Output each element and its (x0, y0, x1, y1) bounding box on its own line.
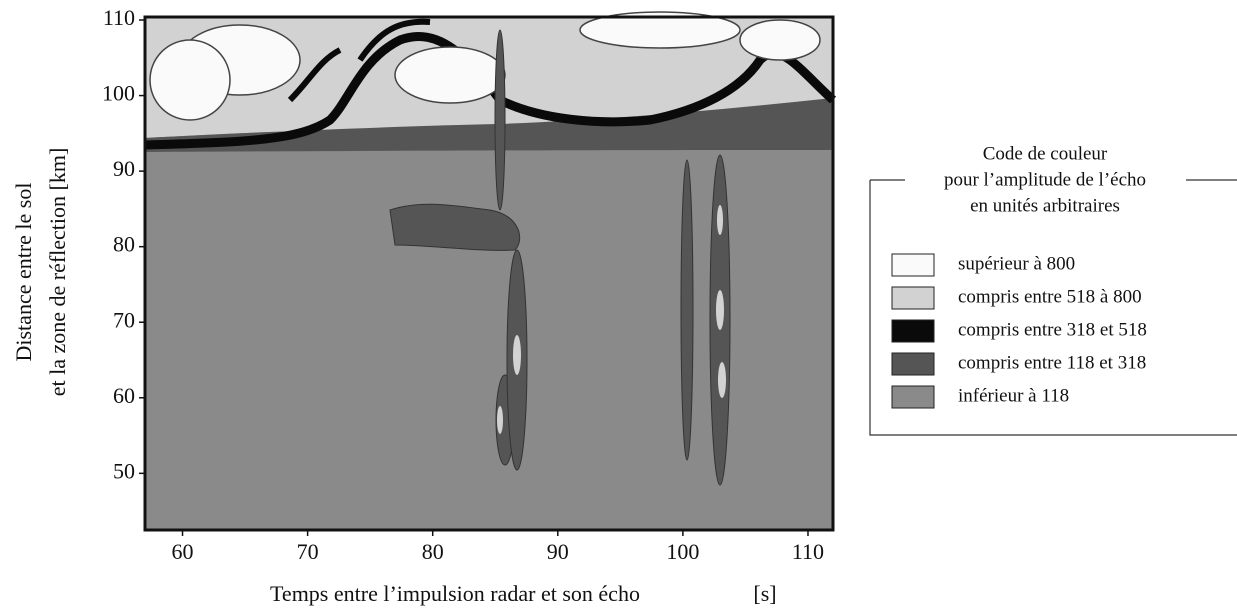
region (513, 335, 521, 375)
y-tick-label: 80 (113, 232, 135, 257)
x-axis-unit: [s] (753, 581, 776, 606)
plot-frame (143, 15, 835, 532)
legend-label: compris entre 518 à 800 (958, 286, 1142, 307)
region (287, 18, 431, 103)
legend-swatch (891, 385, 935, 409)
region (497, 406, 503, 434)
region (718, 362, 726, 398)
legend-swatch (891, 253, 935, 277)
y-axis-label: Distance entre le sol (11, 183, 36, 362)
legend-label: supérieur à 800 (958, 253, 1075, 274)
legend-swatch (891, 319, 935, 343)
legend-label: inférieur à 118 (958, 385, 1069, 406)
region (149, 39, 231, 121)
plot-area (139, 11, 837, 536)
region (389, 203, 521, 251)
legend-title: Code de couleur (983, 143, 1108, 164)
x-tick-label: 70 (297, 539, 319, 564)
region (145, 98, 833, 152)
region (739, 19, 821, 61)
legend-frame (869, 179, 1237, 436)
y-tick-label: 90 (113, 156, 135, 181)
legend-swatch (891, 286, 935, 310)
legend: Code de couleur pour l’amplitude de l’éc… (869, 143, 1237, 436)
y-tick-label: 100 (102, 81, 135, 106)
legend-label: compris entre 118 et 318 (958, 352, 1146, 373)
region (394, 46, 506, 104)
region (680, 159, 694, 461)
region (494, 29, 506, 211)
x-tick-label: 80 (422, 539, 444, 564)
x-tick-label: 110 (792, 539, 824, 564)
x-tick-label: 60 (172, 539, 194, 564)
region (579, 11, 741, 49)
legend-label: compris entre 318 et 518 (958, 319, 1147, 340)
region (717, 205, 723, 235)
y-tick-label: 60 (113, 383, 135, 408)
x-tick-label: 90 (547, 539, 569, 564)
x-tick-label: 100 (666, 539, 699, 564)
region (716, 290, 724, 330)
legend-title: en unités arbitraires (970, 195, 1120, 216)
y-axis-label: et la zone de réflection [km] (45, 148, 70, 397)
legend-swatch (891, 352, 935, 376)
x-axis-label: Temps entre l’impulsion radar et son éch… (270, 581, 640, 606)
y-tick-label: 50 (113, 458, 135, 483)
legend-title: pour l’amplitude de l’écho (944, 169, 1146, 190)
y-tick-label: 70 (113, 307, 135, 332)
y-tick-label: 110 (103, 5, 135, 30)
